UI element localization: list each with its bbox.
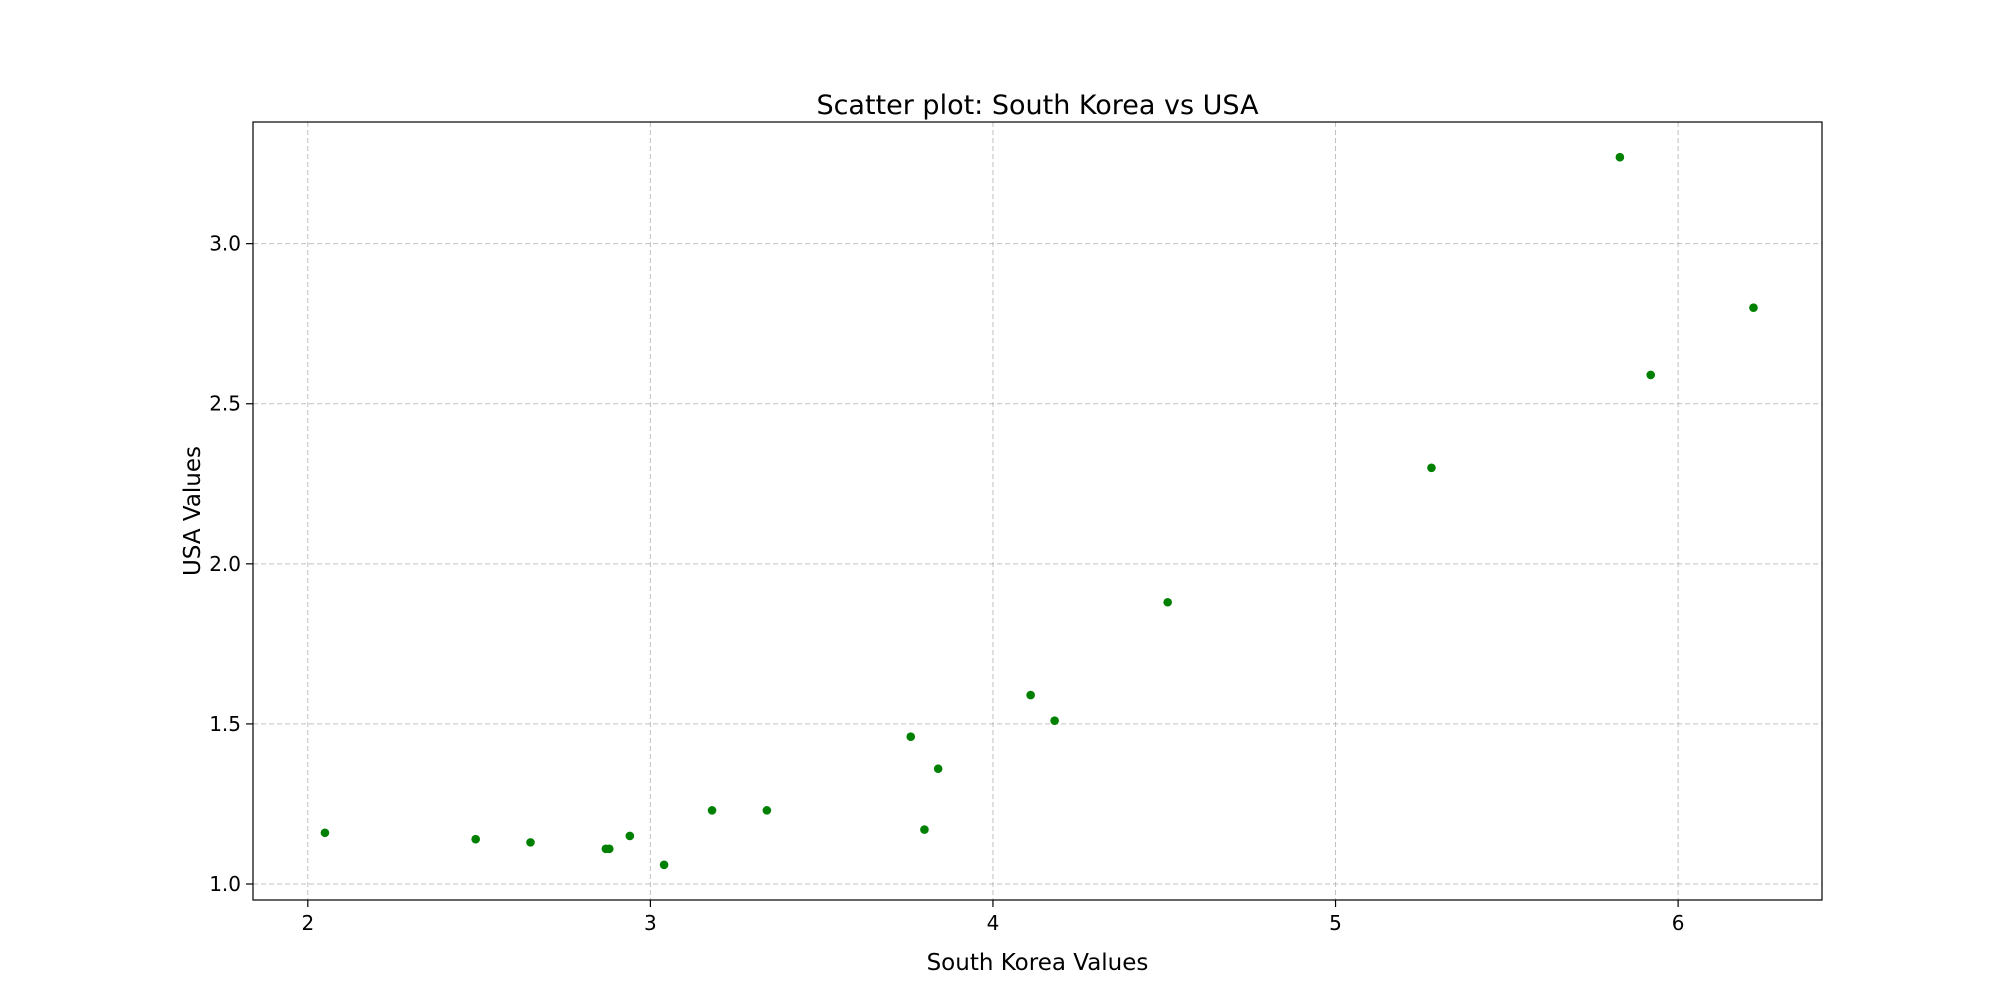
data-point <box>659 860 669 870</box>
data-point <box>762 806 772 815</box>
data-point <box>933 764 943 774</box>
x-tick-label: 5 <box>1329 911 1342 935</box>
plot-area-frame <box>252 121 1823 901</box>
data-point <box>1615 152 1625 162</box>
x-tick-label: 6 <box>1672 911 1685 935</box>
y-tick-label: 1.5 <box>209 712 241 736</box>
data-point <box>1427 463 1436 473</box>
chart-title: Scatter plot: South Korea vs USA <box>816 90 1259 121</box>
x-tick-label: 2 <box>301 911 314 935</box>
data-point <box>920 825 929 834</box>
data-point <box>625 831 635 841</box>
data-point <box>320 828 330 838</box>
data-points <box>320 152 1758 870</box>
y-tick-label: 1.0 <box>209 872 241 896</box>
data-point <box>1050 716 1059 726</box>
x-tick-label: 3 <box>644 911 657 935</box>
data-point <box>1749 303 1758 312</box>
data-point <box>1163 597 1172 607</box>
y-tick-label: 2.0 <box>209 552 241 576</box>
data-point <box>471 834 480 844</box>
data-point <box>526 838 535 847</box>
y-axis-label: USA Values <box>180 446 206 576</box>
data-point <box>906 732 916 742</box>
y-tick-label: 3.0 <box>209 232 241 256</box>
data-point <box>707 806 717 815</box>
data-point <box>604 844 614 854</box>
data-point <box>1026 690 1035 700</box>
axis-ticks: 2 3 4 5 6 1.0 1.5 2.0 2.5 3.0 <box>209 232 1684 935</box>
data-point <box>1646 370 1656 380</box>
x-axis-label: South Korea Values <box>927 950 1149 976</box>
y-tick-label: 2.5 <box>209 392 241 416</box>
x-tick-label: 4 <box>987 911 1000 935</box>
grid <box>253 122 1822 900</box>
